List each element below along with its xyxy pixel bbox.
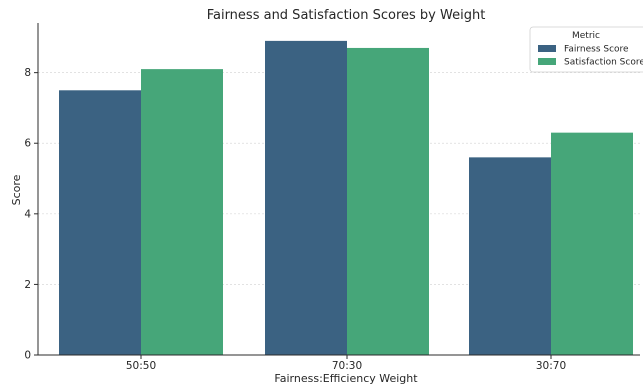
axis-layer — [34, 23, 640, 359]
text-layer: 0 2 4 6 8 50:50 70:30 30:70 Fairness and Satisfa… — [10, 8, 566, 385]
y-tick-label-4: 8 — [24, 67, 31, 79]
legend-box — [529, 26, 643, 73]
y-axis-label: Score — [10, 174, 23, 205]
bars-layer — [59, 40, 633, 356]
bar-satisfaction-2 — [551, 132, 633, 355]
legend-label-fairness: Fairness Score — [564, 45, 629, 55]
y-tick-label-0: 0 — [24, 350, 31, 362]
bar-satisfaction-1 — [347, 47, 429, 356]
legend: Metric Fairness Score Satisfaction Score — [529, 26, 643, 73]
y-tick-label-2: 4 — [24, 208, 31, 220]
y-tick-label-1: 2 — [24, 279, 31, 291]
legend-title: Metric — [572, 31, 600, 41]
x-axis-label: Fairness:Efficiency Weight — [274, 372, 418, 385]
x-tick-label-0: 50:50 — [126, 360, 156, 372]
chart-title: Fairness and Satisfaction Scores by Weig… — [207, 8, 486, 23]
bar-satisfaction-0 — [141, 69, 223, 355]
bar-fairness-2 — [469, 157, 551, 355]
legend-swatch-satisfaction — [538, 58, 556, 65]
y-tick-label-3: 6 — [24, 138, 31, 150]
x-tick-label-1: 70:30 — [332, 360, 362, 372]
bar-fairness-0 — [59, 90, 141, 355]
legend-swatch-fairness — [538, 45, 556, 52]
x-tick-label-2: 30:70 — [536, 360, 566, 372]
bar-fairness-1 — [265, 40, 347, 355]
legend-label-satisfaction: Satisfaction Score — [564, 58, 643, 68]
